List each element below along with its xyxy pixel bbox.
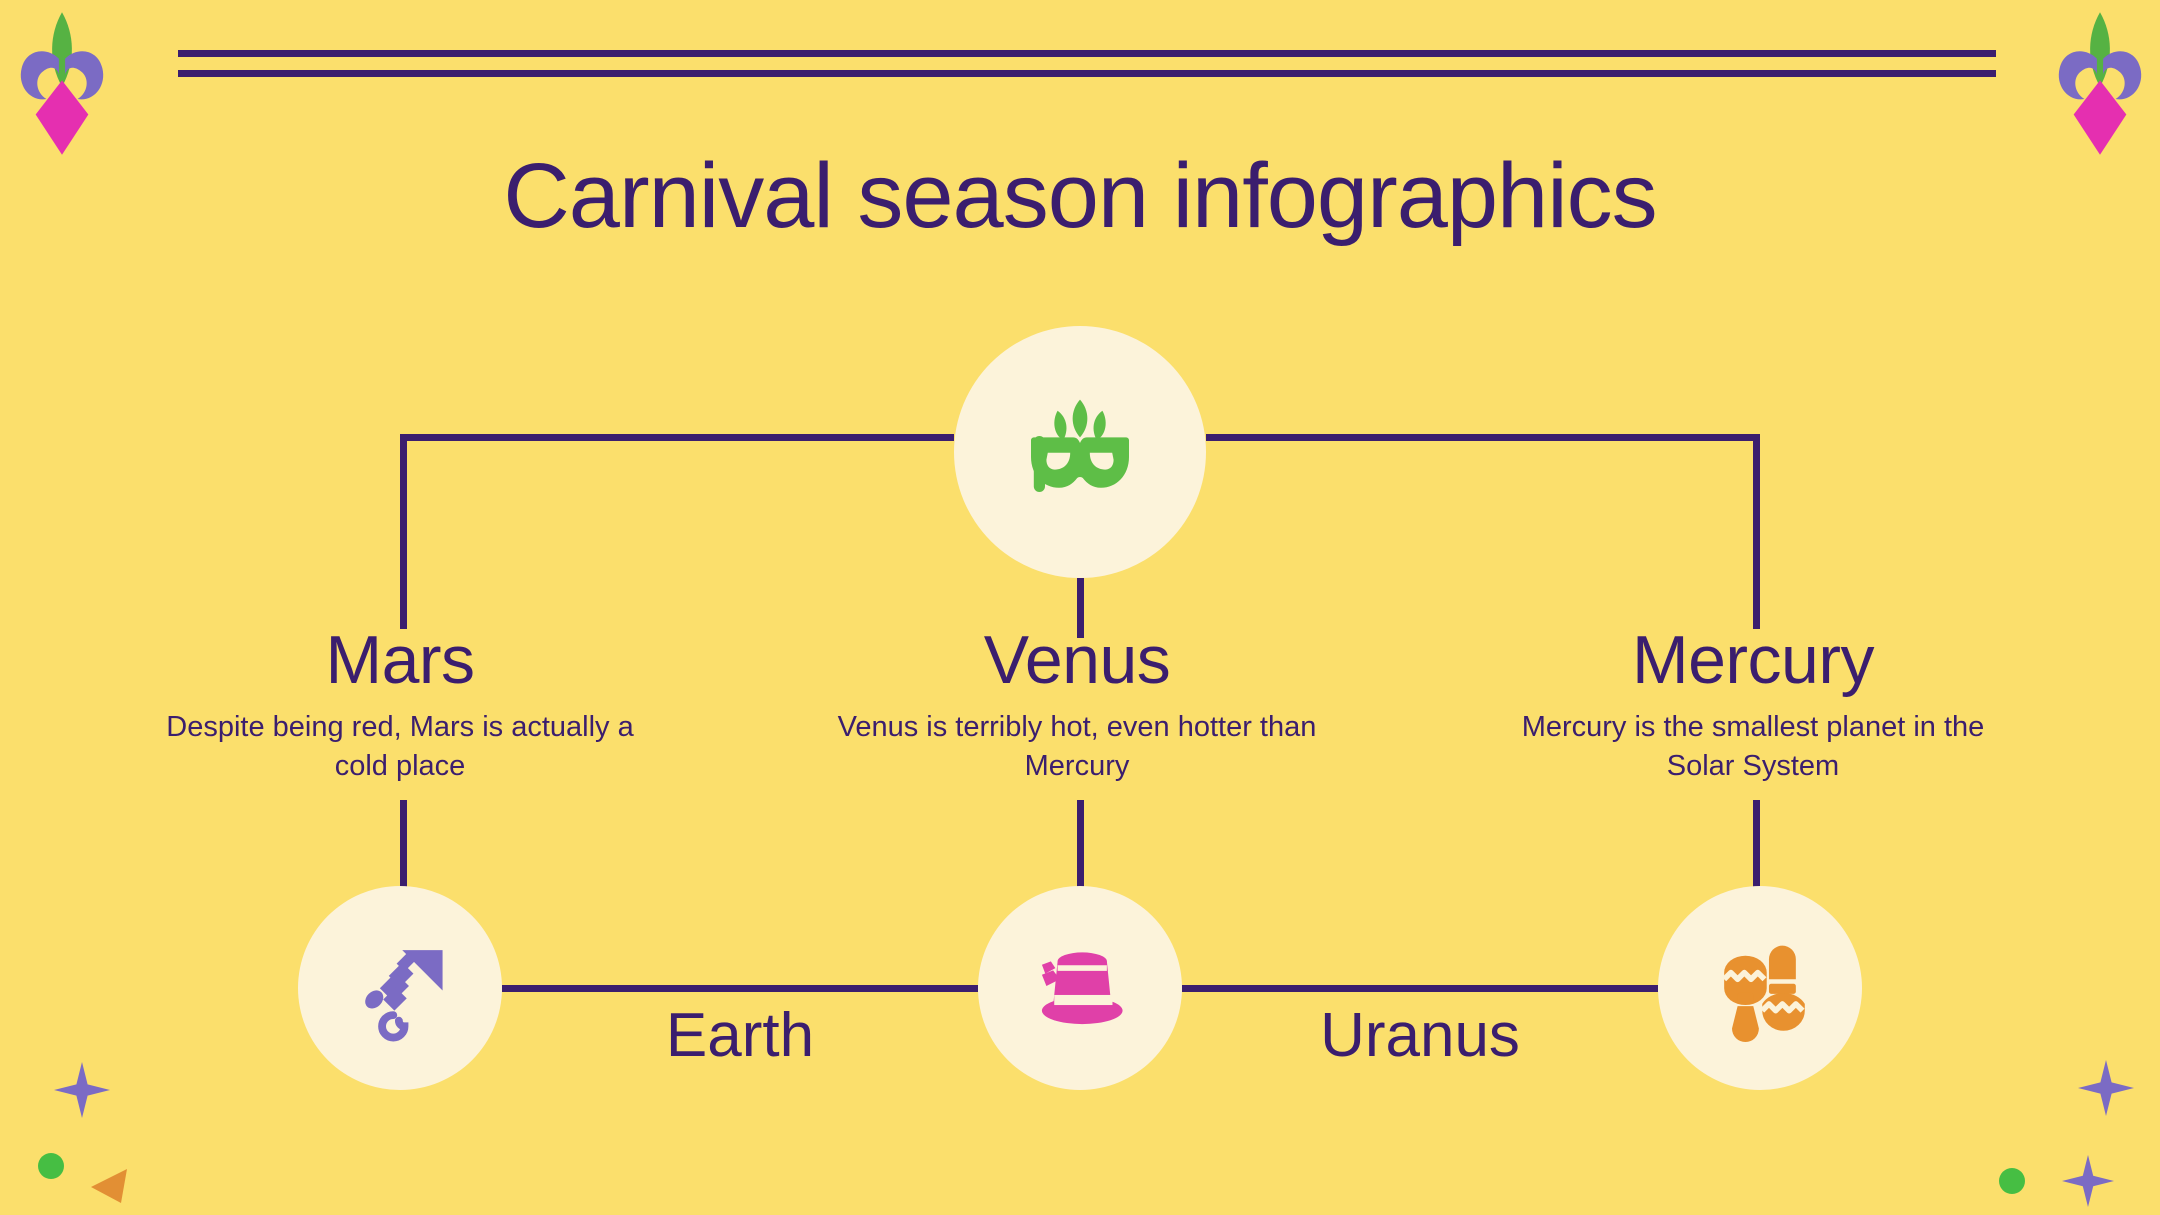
node-heading-mars: Mars [325,622,475,698]
connector-bracket-left-vertical [400,434,407,629]
node-circle-mars [298,886,502,1090]
fleur-de-lis-icon-right [2052,6,2148,161]
connector-bracket-right-vertical [1753,434,1760,629]
node-heading-venus: Venus [983,622,1171,698]
page-title: Carnival season infographics [503,145,1657,247]
sparkle-star-icon-bottom-left [54,1062,110,1123]
connector-stem-mars [400,800,407,892]
connector-stem-mercury [1753,800,1760,892]
confetti-triangle-icon-bottom-left [88,1165,130,1210]
rail-label-uranus: Uranus [1320,1001,1520,1070]
node-circle-mercury [1658,886,1862,1090]
rail-label-earth: Earth [665,1001,815,1070]
sparkle-star-icon-bottom-right-upper [2078,1060,2134,1121]
firework-rocket-icon [344,930,456,1047]
node-text-venus: Venus Venus is terribly hot, even hotter… [817,622,1337,785]
node-description-mercury: Mercury is the smallest planet in the So… [1521,711,1985,782]
carnival-mask-icon [1010,380,1150,525]
node-description-venus: Venus is terribly hot, even hotter than … [837,711,1317,782]
fleur-de-lis-icon-left [14,6,110,161]
header-rule-top [178,50,1996,57]
connector-bracket-left-horizontal [400,434,954,441]
header-rule-bottom [178,70,1996,77]
top-hat-icon [1024,930,1136,1047]
confetti-dot-icon-bottom-right [1999,1168,2025,1194]
maracas-icon [1704,930,1816,1047]
connector-hub-stem [1077,578,1084,638]
sparkle-star-icon-bottom-right-lower [2062,1155,2114,1212]
node-heading-mercury: Mercury [1631,622,1875,698]
connector-stem-venus [1077,800,1084,892]
connector-rail-right [1182,985,1658,992]
hub-circle [954,326,1206,578]
node-text-mercury: Mercury Mercury is the smallest planet i… [1493,622,2013,785]
connector-bracket-right-horizontal [1206,434,1760,441]
node-text-mars: Mars Despite being red, Mars is actually… [140,622,660,785]
node-description-mars: Despite being red, Mars is actually a co… [166,711,634,782]
connector-rail-left [502,985,978,992]
node-circle-venus [978,886,1182,1090]
confetti-dot-icon-bottom-left [38,1153,64,1179]
